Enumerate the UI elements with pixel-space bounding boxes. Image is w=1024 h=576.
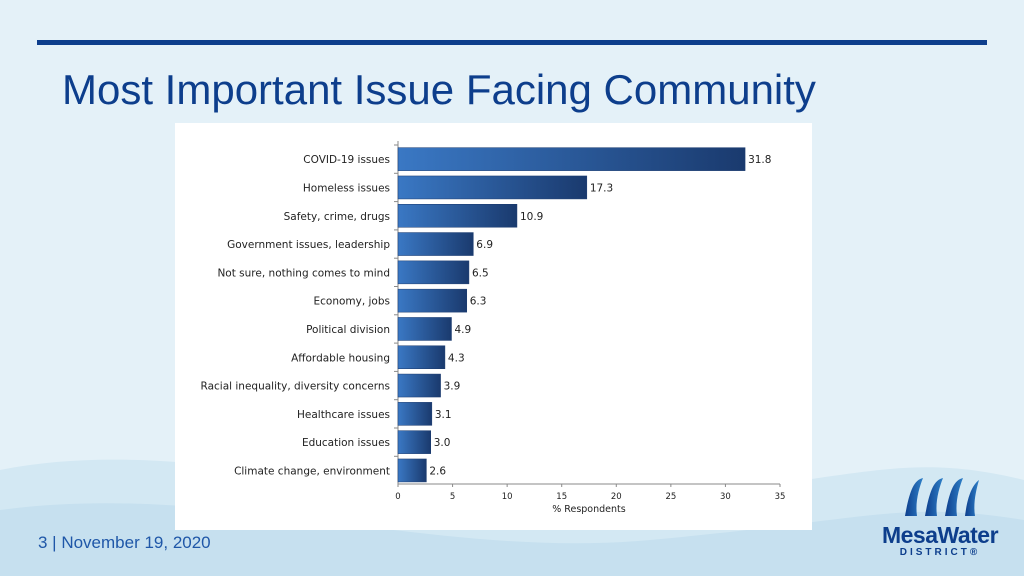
data-label: 17.3 [590, 182, 613, 194]
category-label: Not sure, nothing comes to mind [217, 267, 390, 279]
data-label: 3.9 [444, 381, 461, 393]
chart-panel: COVID-19 issues 31.8 Homeless issues 17.3 Sa… [175, 123, 812, 530]
x-tick-label: 35 [775, 492, 786, 502]
x-tick-label: 25 [665, 492, 676, 502]
x-tick-label: 20 [611, 492, 622, 502]
category-label: COVID-19 issues [303, 154, 390, 166]
bar [397, 458, 427, 483]
bar [397, 232, 474, 256]
bar [397, 204, 518, 228]
title-rule [37, 40, 987, 45]
bar-chart: COVID-19 issues 31.8 Homeless issues 17.3 Sa… [201, 141, 786, 515]
x-tick-label: 5 [450, 492, 455, 502]
x-tick-label: 0 [395, 492, 400, 502]
data-label: 31.8 [748, 154, 771, 166]
data-label: 2.6 [429, 465, 446, 477]
x-tick-label: 30 [720, 492, 731, 502]
x-tick-label: 10 [502, 492, 513, 502]
data-label: 6.5 [472, 267, 489, 279]
data-label: 4.3 [448, 352, 465, 364]
mesa-water-logo: MesaWater DISTRICT® [873, 474, 1007, 564]
category-label: Safety, crime, drugs [284, 211, 390, 223]
bar [397, 430, 431, 454]
category-label: Healthcare issues [297, 409, 390, 421]
x-axis-title: % Respondents [552, 504, 625, 515]
bar [397, 147, 746, 171]
slide-footer: 3 | November 19, 2020 [38, 533, 211, 552]
data-label: 3.1 [435, 409, 452, 421]
category-label: Affordable housing [291, 352, 390, 364]
data-label: 6.3 [470, 296, 487, 308]
category-label: Education issues [302, 437, 390, 449]
logo-subtitle: DISTRICT® [899, 547, 981, 558]
bar [397, 288, 468, 313]
category-label: Economy, jobs [313, 296, 390, 308]
bar [397, 317, 452, 341]
bar [397, 402, 433, 426]
category-label: Racial inequality, diversity concerns [201, 381, 390, 393]
x-tick-label: 15 [556, 492, 567, 502]
data-label: 4.9 [454, 324, 471, 336]
data-label: 10.9 [520, 211, 543, 223]
bar [397, 260, 470, 285]
logo-name: MesaWater [881, 522, 999, 548]
bar [397, 175, 588, 200]
category-label: Political division [306, 324, 390, 336]
category-label: Homeless issues [303, 182, 390, 194]
category-label: Climate change, environment [234, 465, 390, 477]
bar [397, 345, 446, 369]
bar [397, 373, 441, 398]
data-label: 3.0 [434, 437, 451, 449]
waves-logo-icon [905, 478, 979, 516]
category-label: Government issues, leadership [227, 239, 390, 251]
page-title: Most Important Issue Facing Community [62, 66, 816, 113]
data-label: 6.9 [476, 239, 493, 251]
